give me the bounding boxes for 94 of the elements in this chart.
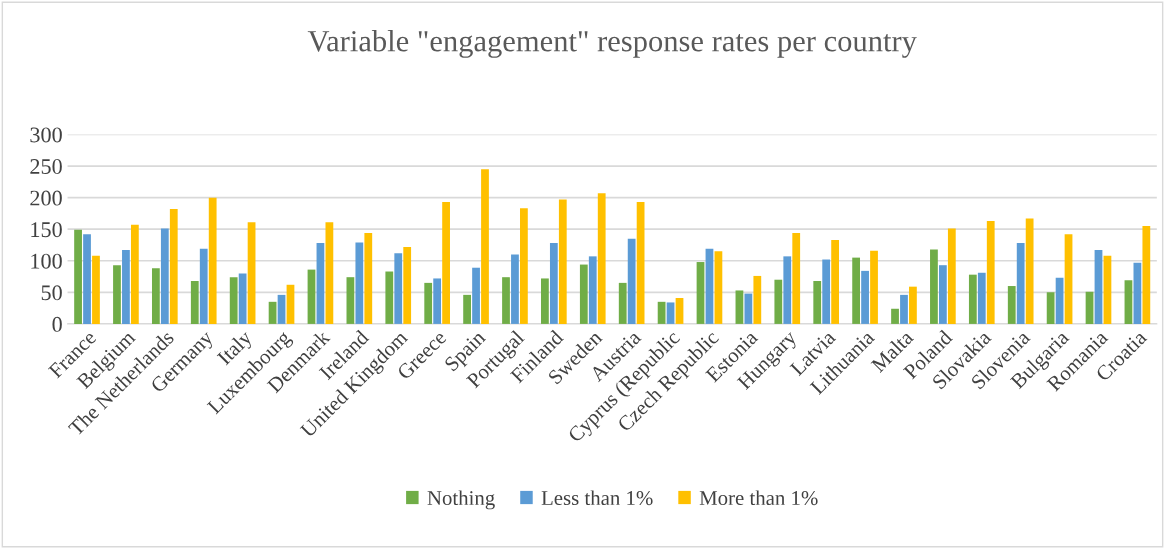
bar [208,197,217,324]
bar [977,272,986,324]
bar [813,280,822,324]
bar [1007,286,1016,324]
bar [541,278,549,324]
bar [92,255,100,324]
bar [277,294,286,324]
bar [394,253,403,324]
bar [268,301,277,324]
legend-label: Less than 1% [541,490,653,506]
y-tick-label: 200 [30,190,62,206]
bar [549,243,558,324]
bar [986,221,995,324]
bar [169,209,178,324]
bar [130,224,139,324]
bar [891,308,899,324]
bar [424,282,433,324]
bar [1142,226,1151,324]
bar [618,282,627,324]
bar [852,257,861,324]
bar [160,228,169,324]
bar [481,169,489,324]
bar [433,278,442,324]
bar [900,294,908,324]
bar [1016,243,1025,324]
bar [316,243,325,324]
bar [238,273,247,324]
bar [588,256,597,324]
bar [229,277,238,324]
bar [558,199,567,324]
chart-title: Variable "engagement" response rates per country [307,29,917,58]
bar [442,202,450,324]
bar [1064,234,1073,324]
bar [385,271,394,324]
legend-label: Nothing [427,490,495,510]
bar [831,239,840,324]
bar [113,265,121,324]
bar [502,277,510,324]
bar [520,208,528,324]
bar [286,284,295,324]
bar [735,290,744,324]
bar [909,286,917,324]
bar [307,269,316,324]
bar [744,293,753,324]
y-tick-label: 250 [30,159,62,174]
bar [122,250,130,324]
bar [714,251,723,324]
bar [627,238,636,324]
bar [705,248,714,324]
y-tick-label: 150 [31,222,62,238]
legend-label: More than 1% [699,490,818,506]
bar [1133,262,1142,324]
bar [861,270,869,324]
bar [579,264,588,324]
bar [190,280,199,324]
bar [1025,218,1034,324]
bar [938,265,947,324]
bar [696,262,705,324]
bar [511,254,519,324]
bar [597,193,606,324]
bar [657,301,666,324]
bar [151,268,160,324]
y-tick-label: 0 [52,316,62,332]
bar [1103,255,1112,324]
bar [1046,292,1055,324]
bar [1055,277,1064,324]
bar [463,294,471,324]
bar [346,277,355,324]
bar [947,228,956,324]
bar [774,279,783,324]
bar [1124,280,1133,324]
bar [74,229,82,324]
bar [666,302,675,324]
y-tick-label: 100 [31,253,62,269]
bar [247,222,256,324]
bar [930,249,938,324]
bar [325,222,334,324]
bar [792,233,801,324]
bar [783,256,792,324]
bar [83,234,91,324]
bar [675,298,684,324]
bar [364,233,373,324]
bar [822,259,831,324]
bar [968,274,977,324]
y-tick-label: 300 [30,127,62,143]
bar [403,246,412,324]
bar [199,248,208,324]
bar [472,267,480,324]
bar [355,242,364,324]
bar [1094,250,1103,324]
bar [753,275,762,324]
y-tick-label: 50 [41,285,62,301]
bar [636,202,645,324]
bar [870,250,878,324]
